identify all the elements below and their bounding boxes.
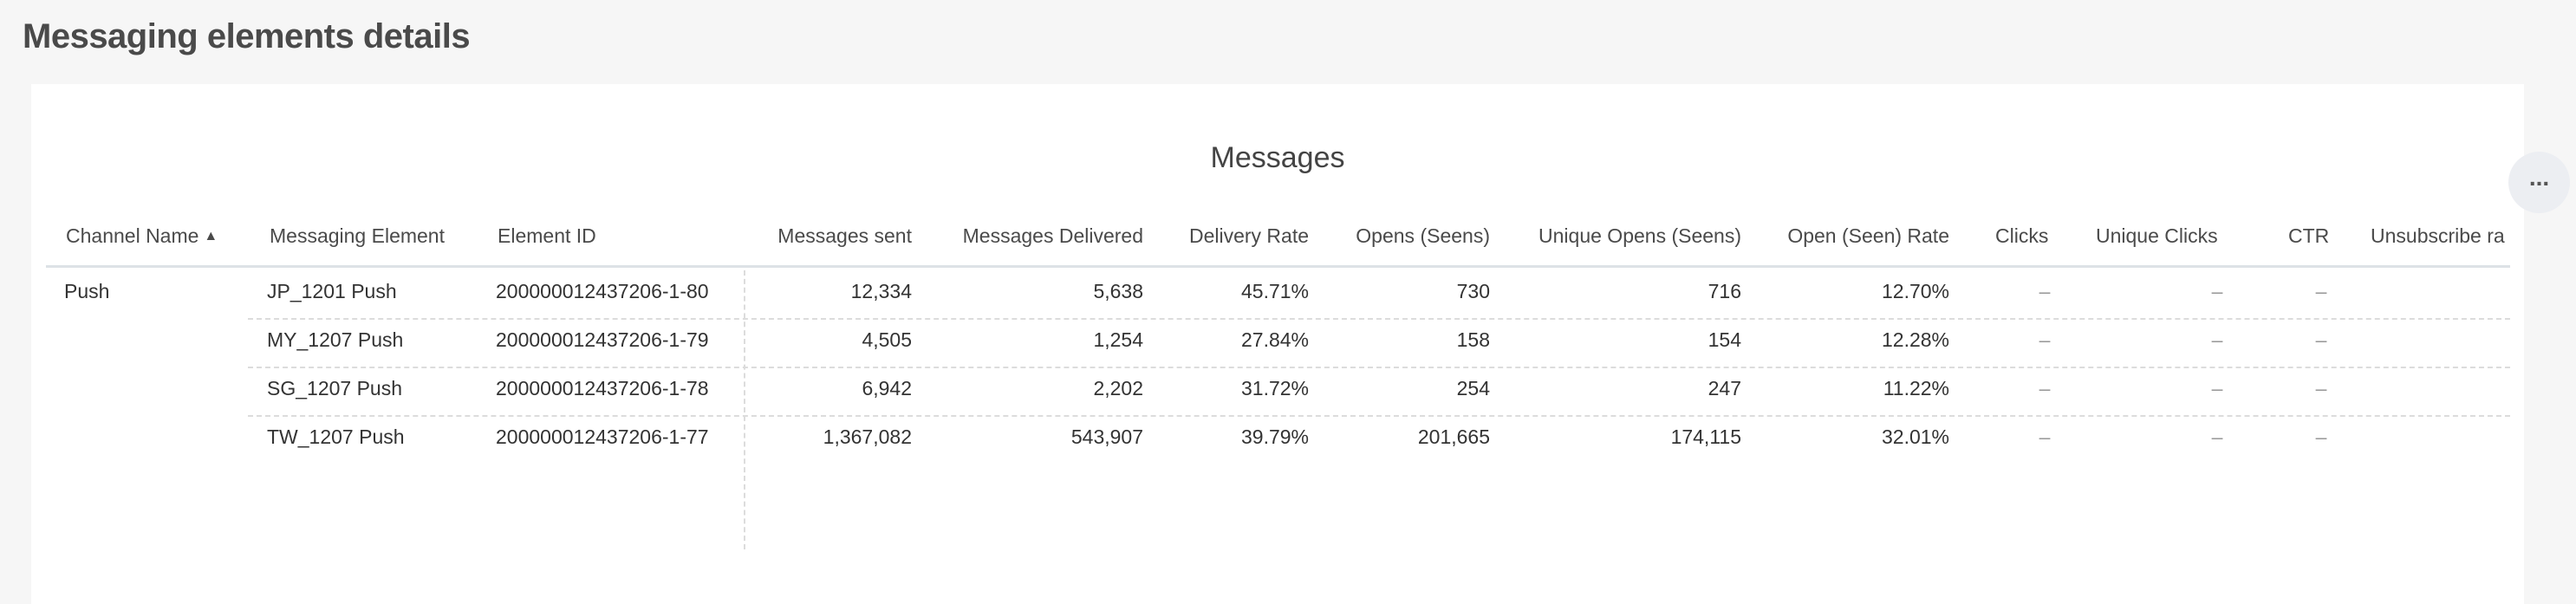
table-cell: 5,638 bbox=[1093, 280, 1143, 302]
table-cell: – bbox=[2315, 328, 2327, 351]
table-cell: – bbox=[2211, 328, 2223, 351]
column-header-label: Element ID bbox=[498, 224, 596, 247]
table-cell: 716 bbox=[1708, 280, 1741, 302]
table-cell: – bbox=[2211, 280, 2223, 302]
table-cell: MY_1207 Push bbox=[267, 328, 404, 351]
header-divider bbox=[46, 265, 2510, 268]
table-cell: 12.70% bbox=[1881, 280, 1949, 302]
column-header[interactable]: Messages Delivered bbox=[963, 224, 1143, 248]
column-header[interactable]: Channel Name ▲ bbox=[66, 224, 218, 248]
table-cell: – bbox=[2211, 377, 2223, 399]
table-cell: 200000012437206-1-78 bbox=[496, 377, 709, 399]
table-cell: – bbox=[2211, 425, 2223, 448]
table-cell: Push bbox=[64, 280, 110, 302]
table-cell: 254 bbox=[1456, 377, 1490, 399]
table-cell: 32.01% bbox=[1881, 425, 1949, 448]
table-cell: 11.22% bbox=[1883, 377, 1949, 399]
column-header[interactable]: Open (Seen) Rate bbox=[1787, 224, 1949, 248]
table-cell: 200000012437206-1-79 bbox=[496, 328, 709, 351]
table-cell: 27.84% bbox=[1240, 328, 1309, 351]
column-header-label: Channel Name bbox=[66, 224, 199, 247]
column-header-label: Clicks bbox=[1995, 224, 2049, 247]
column-header[interactable]: Unsubscribe ra bbox=[2371, 224, 2505, 248]
table-cell: SG_1207 Push bbox=[267, 377, 403, 399]
messages-card: Messages Channel Name ▲ Messaging Element E… bbox=[31, 84, 2570, 604]
column-header-label: Unsubscribe ra bbox=[2371, 224, 2505, 247]
table-cell: 543,907 bbox=[1070, 425, 1143, 448]
column-header-label: Messages sent bbox=[777, 224, 912, 247]
table-cell: TW_1207 Push bbox=[267, 425, 405, 448]
table-cell: 730 bbox=[1456, 280, 1490, 302]
table-cell: 39.79% bbox=[1240, 425, 1309, 448]
table-cell: 4,505 bbox=[862, 328, 912, 351]
table-cell: – bbox=[2315, 280, 2327, 302]
column-header-label: CTR bbox=[2288, 224, 2330, 247]
table-cell: 1,367,082 bbox=[823, 425, 912, 448]
more-options-button[interactable]: ... bbox=[2508, 152, 2570, 213]
table-cell: 31.72% bbox=[1240, 377, 1309, 399]
column-header-label: Opens (Seens) bbox=[1356, 224, 1490, 247]
table-cell: – bbox=[2315, 425, 2327, 448]
card-title: Messages bbox=[1210, 141, 1345, 174]
column-header-label: Unique Opens (Seens) bbox=[1538, 224, 1741, 247]
column-header-label: Open (Seen) Rate bbox=[1787, 224, 1949, 247]
table-cell: JP_1201 Push bbox=[267, 280, 397, 302]
table-cell: 154 bbox=[1708, 328, 1741, 351]
table-cell: 200000012437206-1-77 bbox=[496, 425, 709, 448]
column-header-label: Delivery Rate bbox=[1188, 224, 1309, 247]
column-header[interactable]: Clicks bbox=[1995, 224, 2048, 248]
table-cell: 1,254 bbox=[1093, 328, 1143, 351]
table-cell: – bbox=[2039, 328, 2051, 351]
column-header-label: Messages Delivered bbox=[962, 224, 1143, 247]
column-header-label: Unique Clicks bbox=[2096, 224, 2218, 247]
table-cell: – bbox=[2039, 280, 2051, 302]
column-header[interactable]: CTR bbox=[2288, 224, 2329, 248]
table-cell: 247 bbox=[1708, 377, 1741, 399]
table-cell: 201,665 bbox=[1417, 425, 1490, 448]
column-header-label: Messaging Element bbox=[270, 224, 445, 247]
table-cell: 158 bbox=[1456, 328, 1490, 351]
table-cell: 6,942 bbox=[862, 377, 912, 399]
column-divider bbox=[744, 270, 745, 549]
row-divider bbox=[248, 367, 2510, 368]
more-horizontal-icon: ... bbox=[2528, 164, 2550, 191]
row-divider bbox=[248, 415, 2510, 417]
column-header[interactable]: Unique Clicks bbox=[2096, 224, 2218, 248]
sort-ascending-icon[interactable]: ▲ bbox=[204, 229, 218, 244]
page-title: Messaging elements details bbox=[23, 17, 471, 55]
column-header[interactable]: Messaging Element bbox=[270, 224, 445, 248]
table-cell: 45.71% bbox=[1240, 280, 1309, 302]
table-cell: 174,115 bbox=[1670, 425, 1741, 448]
table-cell: – bbox=[2315, 377, 2327, 399]
column-header[interactable]: Unique Opens (Seens) bbox=[1538, 224, 1741, 248]
table-cell: 12.28% bbox=[1881, 328, 1949, 351]
column-header[interactable]: Messages sent bbox=[777, 224, 912, 248]
table-cell: 200000012437206-1-80 bbox=[496, 280, 709, 302]
column-header[interactable]: Opens (Seens) bbox=[1356, 224, 1490, 248]
table-cell: – bbox=[2039, 377, 2051, 399]
table-cell: – bbox=[2039, 425, 2051, 448]
table-cell: 12,334 bbox=[850, 280, 912, 302]
column-header[interactable]: Delivery Rate bbox=[1189, 224, 1309, 248]
table-cell: 2,202 bbox=[1093, 377, 1143, 399]
row-divider bbox=[248, 318, 2510, 320]
messages-table: Channel Name ▲ Messaging Element Element ID… bbox=[31, 84, 2510, 604]
column-header[interactable]: Element ID bbox=[498, 224, 596, 248]
